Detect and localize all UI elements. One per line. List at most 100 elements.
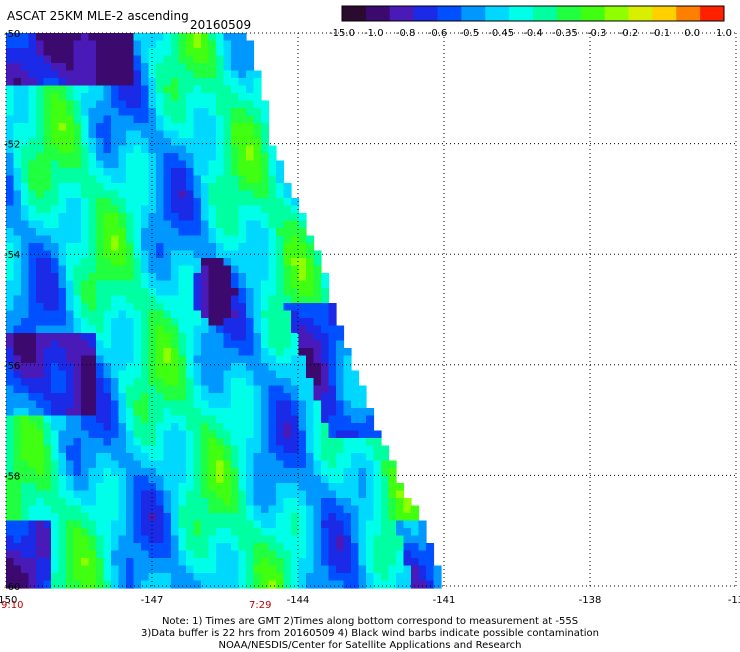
heatmap-cell xyxy=(268,408,277,417)
heatmap-cell xyxy=(291,250,300,259)
heatmap-cell xyxy=(298,520,307,529)
heatmap-cell xyxy=(58,333,67,342)
heatmap-cell xyxy=(111,153,120,162)
heatmap-cell xyxy=(313,385,322,394)
heatmap-cell xyxy=(36,453,45,462)
heatmap-cell xyxy=(201,573,210,582)
heatmap-cell xyxy=(133,78,142,87)
heatmap-cell xyxy=(103,123,112,132)
heatmap-cell xyxy=(178,78,187,87)
heatmap-cell xyxy=(103,340,112,349)
heatmap-cell xyxy=(6,303,15,312)
heatmap-cell xyxy=(223,498,232,507)
heatmap-cell xyxy=(133,280,142,289)
colorbar-label: -0.1 xyxy=(651,28,671,39)
heatmap-cell xyxy=(328,408,337,417)
heatmap-cell xyxy=(66,325,75,334)
heatmap-cell xyxy=(171,408,180,417)
heatmap-cell xyxy=(328,490,337,499)
heatmap-cell xyxy=(351,468,360,477)
pass-time-label: 7:29 xyxy=(249,600,272,611)
heatmap-cell xyxy=(88,333,97,342)
heatmap-cell xyxy=(298,498,307,507)
heatmap-cell xyxy=(216,573,225,582)
heatmap-cell xyxy=(36,205,45,214)
heatmap-cell xyxy=(223,295,232,304)
heatmap-cell xyxy=(171,310,180,319)
heatmap-cell xyxy=(208,78,217,87)
heatmap-cell xyxy=(276,535,285,544)
heatmap-cell xyxy=(216,160,225,169)
heatmap-cell xyxy=(141,445,150,454)
heatmap-cell xyxy=(201,543,210,552)
heatmap-cell xyxy=(36,333,45,342)
heatmap-cell xyxy=(418,565,427,574)
heatmap-cell xyxy=(268,205,277,214)
heatmap-cell xyxy=(411,520,420,529)
heatmap-cell xyxy=(141,333,150,342)
heatmap-cell xyxy=(51,385,60,394)
heatmap-cell xyxy=(118,115,127,124)
heatmap-cell xyxy=(253,528,262,537)
heatmap-cell xyxy=(88,535,97,544)
heatmap-cell xyxy=(88,415,97,424)
heatmap-cell xyxy=(111,258,120,267)
colorbar-segment xyxy=(389,6,415,21)
heatmap-cell xyxy=(268,438,277,447)
heatmap-cell xyxy=(43,108,52,117)
heatmap-cell xyxy=(96,228,105,237)
heatmap-cell xyxy=(88,33,97,42)
heatmap-cell xyxy=(381,445,390,454)
heatmap-cell xyxy=(381,505,390,514)
heatmap-cell xyxy=(208,55,217,64)
heatmap-cell xyxy=(103,115,112,124)
heatmap-cell xyxy=(178,288,187,297)
heatmap-cell xyxy=(43,393,52,402)
heatmap-cell xyxy=(276,565,285,574)
heatmap-cell xyxy=(81,63,90,72)
heatmap-cell xyxy=(298,580,307,589)
heatmap-cell xyxy=(141,78,150,87)
heatmap-cell xyxy=(21,55,30,64)
heatmap-cell xyxy=(6,558,15,567)
heatmap-cell xyxy=(163,408,172,417)
heatmap-cell xyxy=(193,153,202,162)
heatmap-cell xyxy=(81,408,90,417)
heatmap-cell xyxy=(358,400,367,409)
heatmap-cell xyxy=(88,108,97,117)
heatmap-cell xyxy=(351,415,360,424)
heatmap-cell xyxy=(81,505,90,514)
heatmap-cell xyxy=(163,145,172,154)
heatmap-cell xyxy=(238,355,247,364)
heatmap-cell xyxy=(283,580,292,589)
heatmap-cell xyxy=(336,505,345,514)
heatmap-cell xyxy=(313,280,322,289)
heatmap-cell xyxy=(111,303,120,312)
heatmap-cell xyxy=(103,408,112,417)
heatmap-cell xyxy=(58,273,67,282)
heatmap-cell xyxy=(103,258,112,267)
heatmap-cell xyxy=(276,475,285,484)
heatmap-cell xyxy=(111,108,120,117)
heatmap-cell xyxy=(171,333,180,342)
heatmap-cell xyxy=(126,265,135,274)
heatmap-cell xyxy=(208,205,217,214)
heatmap-cell xyxy=(253,333,262,342)
heatmap-cell xyxy=(418,550,427,559)
heatmap-cell xyxy=(306,280,315,289)
heatmap-cell xyxy=(163,468,172,477)
heatmap-cell xyxy=(178,438,187,447)
heatmap-cell xyxy=(66,213,75,222)
heatmap-cell xyxy=(238,378,247,387)
heatmap-cell xyxy=(81,415,90,424)
heatmap-cell xyxy=(21,348,30,357)
heatmap-cell xyxy=(43,280,52,289)
heatmap-cell xyxy=(6,93,15,102)
heatmap-cell xyxy=(148,100,157,109)
heatmap-cell xyxy=(118,123,127,132)
heatmap-cell xyxy=(178,220,187,229)
heatmap-cell xyxy=(276,220,285,229)
heatmap-cell xyxy=(103,363,112,372)
heatmap-cell xyxy=(193,145,202,154)
heatmap-cell xyxy=(328,543,337,552)
